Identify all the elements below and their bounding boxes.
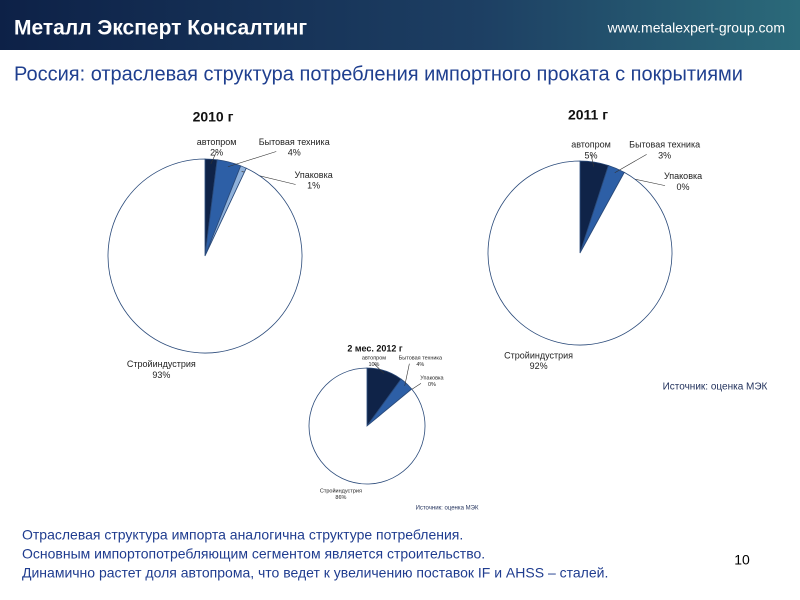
slice-label: Стройиндустрия: [504, 350, 573, 360]
pie-slice: [107, 158, 303, 354]
slice-label: Упаковка: [664, 171, 702, 181]
slice-label: Бытовая техника: [259, 137, 330, 147]
slice-value-label: 3%: [658, 151, 671, 161]
body-text: Основным импортопотребляющим сегментом я…: [22, 546, 485, 562]
chart-title: 2 мес. 2012 г: [347, 343, 403, 353]
slice-label: Бытовая техника: [399, 356, 443, 362]
slice-value-label: 2%: [210, 148, 223, 158]
leader-line: [404, 363, 410, 386]
leader-line: [614, 154, 647, 174]
slide-title: Россия: отраслевая структура потребления…: [14, 63, 743, 85]
slice-label: Бытовая техника: [629, 140, 700, 150]
slice-label: Стройиндустрия: [127, 359, 196, 369]
pie-slice: [487, 160, 673, 346]
source-note: Источник: оценка МЭК: [663, 382, 768, 393]
slice-value-label: 4%: [416, 362, 424, 368]
slice-value-label: 92%: [530, 361, 548, 371]
leader-line: [227, 151, 277, 168]
slice-value-label: 0%: [677, 182, 690, 192]
slice-value-label: 1%: [307, 181, 320, 191]
leader-line: [373, 363, 385, 374]
slice-label: автопром: [362, 356, 386, 362]
slice-value-label: 10%: [368, 362, 379, 368]
leader-line: [210, 151, 217, 165]
slice-label: Стройиндустрия: [320, 487, 362, 494]
leader-line: [590, 154, 594, 167]
body-text: Отраслевая структура импорта аналогична …: [22, 527, 463, 543]
slice-value-label: 86%: [335, 495, 346, 501]
chart-title: 2010 г: [193, 109, 234, 125]
slice-label: автопром: [197, 137, 237, 147]
slice-label: Упаковка: [295, 170, 333, 180]
header-bar: [0, 0, 800, 50]
header-url: www.metalexpert-group.com: [607, 20, 785, 36]
company-name: Металл Эксперт Консалтинг: [14, 17, 307, 40]
slice-value-label: 5%: [585, 151, 598, 161]
body-text: Динамично растет доля автопрома, что вед…: [22, 565, 608, 581]
slice-value-label: 93%: [152, 370, 170, 380]
slice-value-label: 4%: [288, 148, 301, 158]
slice-label: Упаковка: [420, 375, 444, 381]
slice-value-label: 0%: [428, 382, 436, 388]
source-note: Источник: оценка МЭК: [416, 506, 479, 512]
slice-label: автопром: [571, 140, 611, 150]
chart-title: 2011 г: [568, 107, 608, 123]
page-number: 10: [734, 552, 750, 568]
pie-slice: [308, 367, 426, 485]
